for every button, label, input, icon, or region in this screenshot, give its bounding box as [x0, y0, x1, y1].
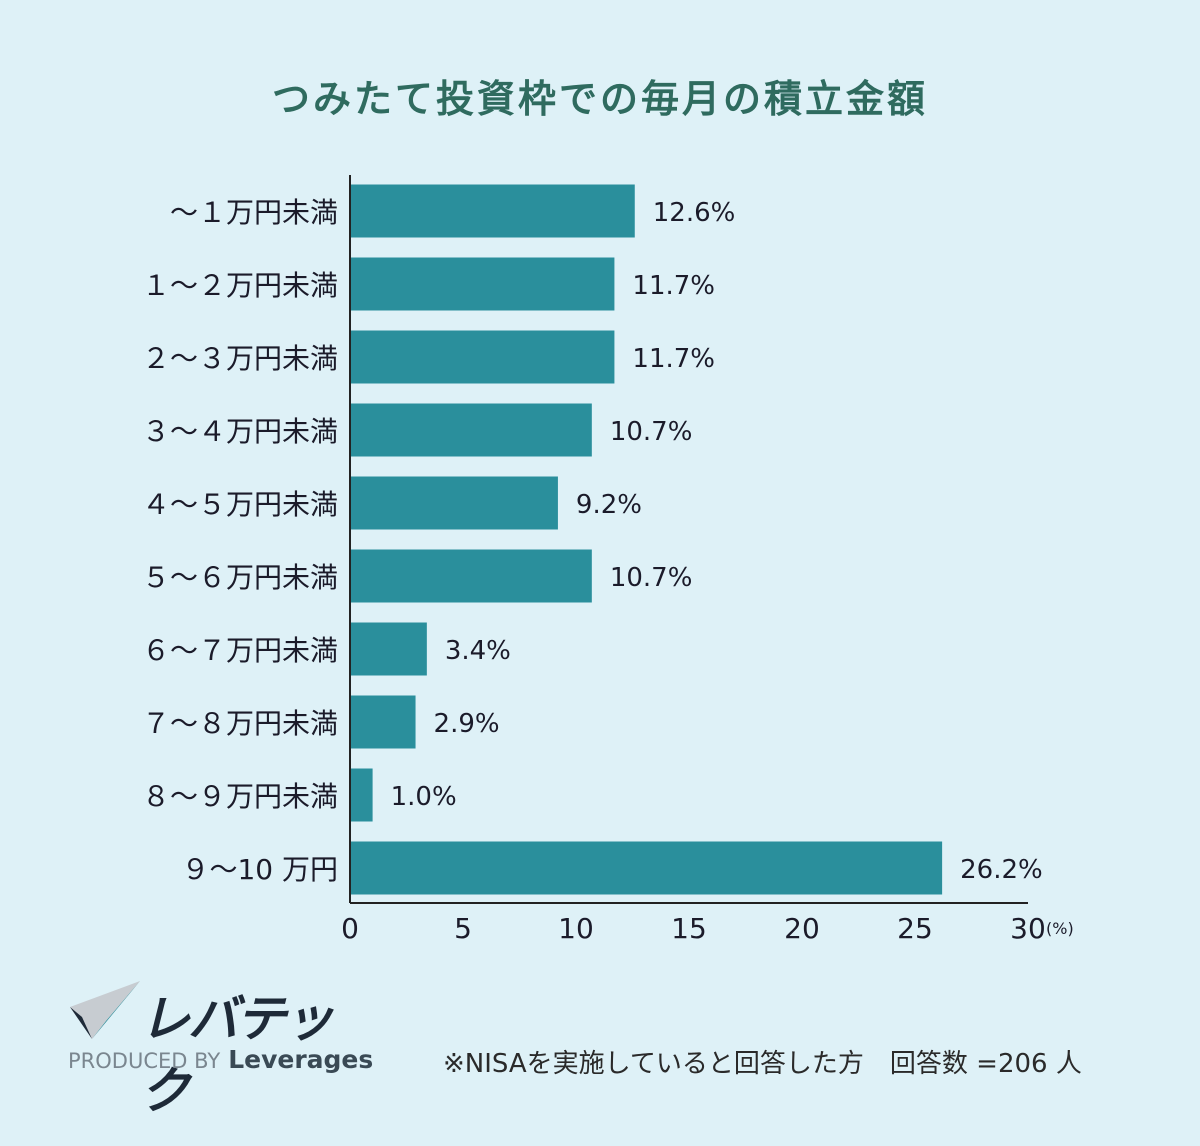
category-label: ４～５万円未満	[142, 488, 338, 521]
value-label: 2.9%	[434, 709, 500, 739]
bar	[350, 622, 427, 676]
chart-title: つみたて投資枠での毎月の積立金額	[271, 77, 928, 121]
value-label: 12.6%	[653, 198, 736, 228]
bar	[350, 695, 416, 749]
value-label: 10.7%	[610, 563, 693, 593]
brand-logo: レバテック PRODUCED BY Leverages	[64, 975, 374, 1120]
x-tick-label: 30	[1010, 912, 1046, 945]
bar	[350, 403, 592, 457]
x-tick-label: 0	[341, 912, 359, 945]
footnote: ※NISAを実施していると回答した方 回答数 =206 人	[443, 1049, 1082, 1079]
x-tick-label: 5	[454, 912, 472, 945]
category-label: ７～８万円未満	[142, 707, 338, 740]
value-label: 3.4%	[445, 636, 511, 666]
value-label: 1.0%	[391, 782, 457, 812]
value-label: 10.7%	[610, 417, 693, 447]
produced-by: PRODUCED BY Leverages	[68, 1045, 373, 1074]
category-label: ～１万円未満	[170, 196, 338, 229]
value-label: 11.7%	[632, 271, 715, 301]
bar	[350, 841, 943, 895]
category-label: １～２万円未満	[142, 269, 338, 302]
x-tick-label: 20	[784, 912, 820, 945]
bar	[350, 549, 592, 603]
logo-wordmark: レバテック	[140, 990, 334, 1120]
bar	[350, 184, 635, 238]
produced-by-label: PRODUCED BY	[68, 1049, 221, 1073]
x-axis-unit: (%)	[1046, 919, 1074, 938]
bar	[350, 476, 558, 530]
category-label: ８～９万円未満	[142, 780, 338, 813]
bar	[350, 257, 615, 311]
x-tick-label: 15	[671, 912, 707, 945]
x-tick-label: 10	[558, 912, 594, 945]
bar	[350, 768, 373, 822]
x-tick-label: 25	[897, 912, 933, 945]
value-label: 11.7%	[632, 344, 715, 374]
value-label: 26.2%	[960, 855, 1043, 885]
bar-chart: 12.6% ～１万円未満 11.7% １～２万円未満 11.7% ２～３万円未満 10.7%…	[142, 175, 1074, 945]
category-label: ５～６万円未満	[142, 561, 338, 594]
category-label: ９～10 万円	[181, 853, 338, 886]
category-label: ６～７万円未満	[142, 634, 338, 667]
brand-name: Leverages	[228, 1045, 374, 1074]
category-label: ２～３万円未満	[142, 342, 338, 375]
paper-plane-icon	[70, 981, 140, 1039]
bar	[350, 330, 615, 384]
value-label: 9.2%	[576, 490, 642, 520]
category-label: ３～４万円未満	[142, 415, 338, 448]
